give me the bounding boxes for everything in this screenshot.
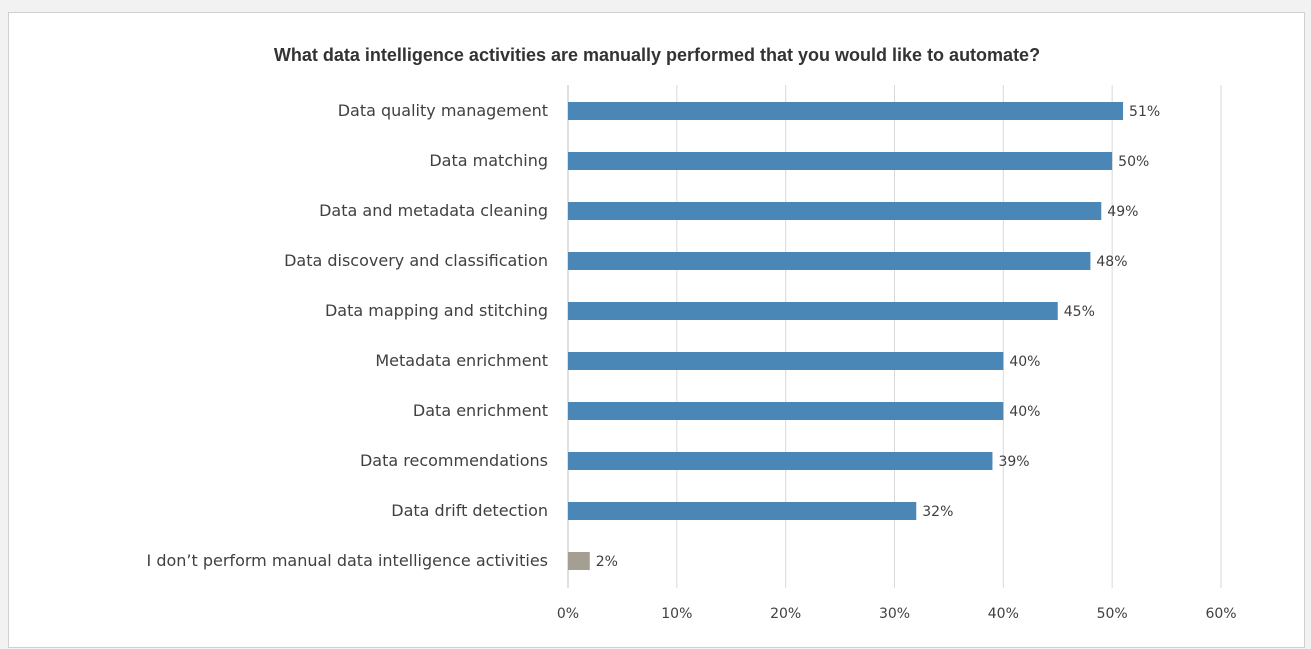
category-label: Data quality management — [338, 101, 548, 120]
data-labels: 51% 50% 49% 48% 45% 40% 40% 39% 32% 2% — [596, 104, 1160, 570]
category-label: Metadata enrichment — [375, 351, 548, 370]
data-label: 39% — [998, 454, 1029, 470]
bar — [568, 502, 917, 520]
bar — [568, 102, 1124, 120]
category-label: Data and metadata cleaning — [319, 201, 548, 220]
x-tick-label: 30% — [879, 606, 910, 622]
data-label: 50% — [1118, 154, 1149, 170]
x-tick-label: 40% — [988, 606, 1019, 622]
bar — [568, 252, 1091, 270]
x-tick-label: 20% — [770, 606, 801, 622]
x-tick-label: 10% — [661, 606, 692, 622]
data-label: 48% — [1096, 254, 1127, 270]
data-label: 45% — [1064, 304, 1095, 320]
data-label: 40% — [1009, 354, 1040, 370]
category-label: Data enrichment — [413, 401, 548, 420]
bar — [568, 302, 1058, 320]
data-label: 49% — [1107, 204, 1138, 220]
bar — [568, 452, 993, 470]
data-label: 40% — [1009, 404, 1040, 420]
bar-chart: What data intelligence activities are ma… — [147, 45, 1237, 622]
chart-frame: What data intelligence activities are ma… — [8, 12, 1305, 648]
data-label: 32% — [922, 504, 953, 520]
x-tick-label: 0% — [557, 606, 579, 622]
x-axis-tick-labels: 0% 10% 20% 30% 40% 50% 60% — [557, 606, 1237, 622]
bars — [568, 102, 1124, 570]
category-labels: Data quality management Data matching Data… — [147, 101, 548, 570]
category-label: Data matching — [429, 151, 548, 170]
category-label: Data discovery and classification — [284, 251, 548, 270]
bar — [568, 152, 1113, 170]
x-tick-label: 60% — [1205, 606, 1236, 622]
category-label: I don’t perform manual data intelligence… — [147, 551, 548, 570]
x-tick-label: 50% — [1097, 606, 1128, 622]
data-label: 2% — [596, 554, 618, 570]
data-label: 51% — [1129, 104, 1160, 120]
category-label: Data recommendations — [360, 451, 548, 470]
bar — [568, 202, 1102, 220]
chart-title: What data intelligence activities are ma… — [274, 45, 1040, 65]
bar — [568, 552, 590, 570]
bar — [568, 402, 1004, 420]
bar — [568, 352, 1004, 370]
category-label: Data mapping and stitching — [325, 301, 548, 320]
category-label: Data drift detection — [391, 501, 548, 520]
